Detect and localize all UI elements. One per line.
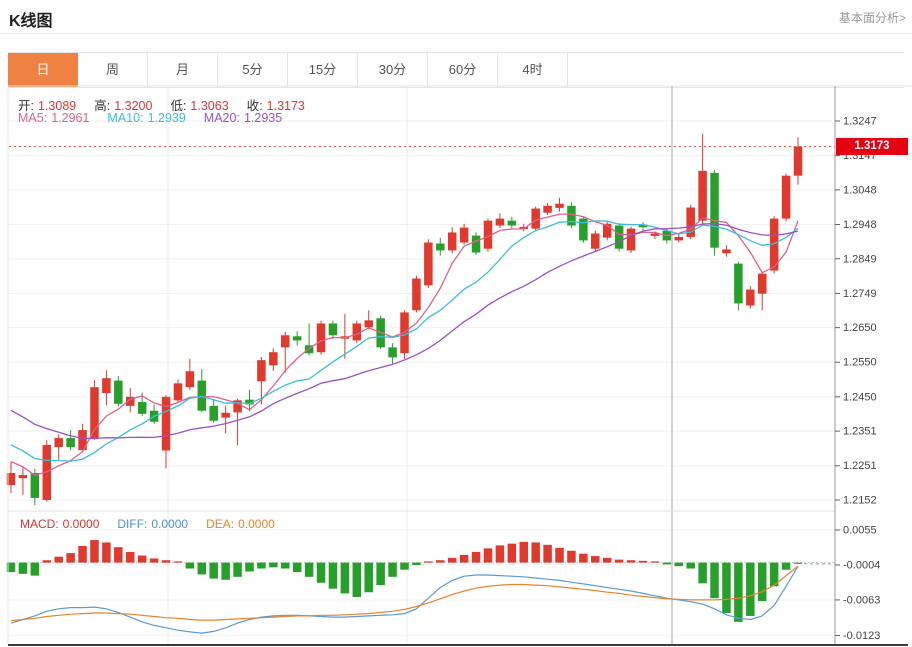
- legend-value: 0.0000: [238, 517, 275, 531]
- header: K线图 基本面分析>: [0, 0, 912, 34]
- legend-value: 1.2939: [147, 111, 186, 125]
- tab-15分[interactable]: 15分: [288, 53, 358, 87]
- legend-value: 1.3089: [37, 99, 77, 113]
- axis-label: 1.2351: [843, 426, 877, 438]
- tab-4时[interactable]: 4时: [498, 53, 568, 87]
- axis-label: -0.0123: [843, 630, 880, 642]
- tab-5分[interactable]: 5分: [218, 53, 288, 87]
- tab-30分[interactable]: 30分: [358, 53, 428, 87]
- axis-label: 1.2152: [843, 495, 877, 507]
- ohlc-legend: 开: 1.3089 高: 1.3200 低: 1.3063 收: 1.3173: [18, 95, 323, 114]
- axis-label: 1.2251: [843, 460, 877, 472]
- page-title: K线图: [9, 13, 53, 30]
- macd-legend: MACD: 0.0000 DIFF: 0.0000 DEA: 0.0000: [20, 517, 293, 531]
- axis-label: 1.3247: [843, 116, 877, 128]
- legend-label: MA20:: [203, 111, 240, 125]
- axis-label: -0.0004: [843, 559, 880, 571]
- legend-value: 1.2961: [51, 111, 90, 125]
- macd-layer: [6, 540, 835, 634]
- ma5-line: [10, 213, 799, 477]
- ma-legend: MA5: 1.2961 MA10: 1.2939 MA20: 1.2935: [18, 111, 300, 125]
- tab-60分[interactable]: 60分: [428, 53, 498, 87]
- ma-lines-layer: [9, 146, 835, 477]
- axis-label: 1.2749: [843, 288, 877, 300]
- legend-label: DIFF:: [117, 517, 148, 531]
- axis-label: 0.0055: [843, 525, 877, 537]
- fundamental-analysis-link[interactable]: 基本面分析>: [838, 11, 906, 25]
- axis-label: 1.2650: [843, 322, 877, 334]
- ma10-line: [10, 220, 799, 462]
- legend-value: 1.2935: [243, 111, 283, 125]
- axis-label: 1.2849: [843, 253, 877, 265]
- tab-月[interactable]: 月: [148, 53, 218, 87]
- legend-label: DEA:: [206, 517, 235, 531]
- legend-value: 1.3173: [266, 99, 305, 113]
- axis-layer: 1.32471.31471.30481.29481.28491.27491.26…: [7, 85, 912, 646]
- legend-label: 高:: [94, 99, 111, 113]
- tab-日[interactable]: 日: [8, 53, 78, 87]
- candles-layer: [6, 133, 803, 506]
- legend-label: 低:: [170, 99, 187, 113]
- legend-label: 开:: [18, 99, 34, 113]
- legend-value: 1.3200: [114, 99, 153, 113]
- legend-label: MA10:: [107, 111, 144, 125]
- legend-label: MACD:: [20, 517, 59, 531]
- axis-label: 1.2450: [843, 391, 877, 403]
- last-price-tag: 1.3173: [836, 138, 908, 155]
- ma20-line: [10, 223, 799, 440]
- legend-value: 0.0000: [62, 517, 100, 531]
- gridlines-layer: [8, 86, 835, 645]
- axis-label: 1.3048: [843, 184, 877, 196]
- legend-value: 0.0000: [151, 517, 189, 531]
- axis-label: 1.2550: [843, 357, 877, 369]
- axis-label: -0.0063: [843, 594, 880, 606]
- legend-label: MA5:: [18, 111, 48, 125]
- axis-label: 1.2948: [843, 219, 877, 231]
- dea-line: [10, 565, 799, 622]
- legend-value: 1.3063: [190, 99, 229, 113]
- timeframe-tabs: 日周月 5分 15分 30分 60分 4时: [8, 52, 904, 88]
- tab-周[interactable]: 周: [78, 53, 148, 87]
- legend-label: 收:: [246, 99, 263, 113]
